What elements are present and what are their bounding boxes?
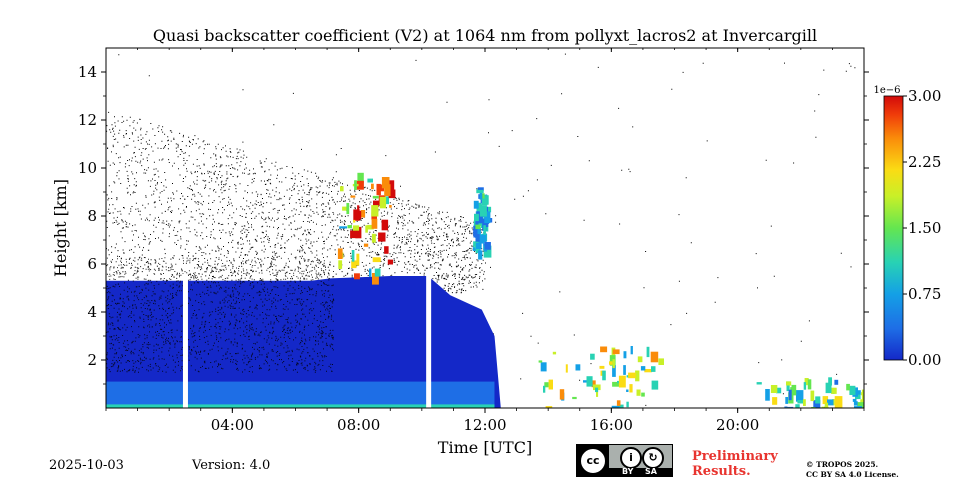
layer-surface-band	[106, 404, 495, 408]
colorbar-tick-label: 1.50	[908, 219, 941, 237]
footer-version: Version: 4.0	[192, 458, 271, 473]
x-tick-label: 20:00	[716, 416, 759, 434]
cloud-mid-cloud	[337, 172, 396, 285]
data-gap-0	[182, 273, 188, 408]
copyright-note: © TROPOS 2025. CC BY SA 4.0 License.	[806, 460, 899, 480]
copyright-line2: CC BY SA 4.0 License.	[806, 470, 899, 479]
sa-share-icon: ↻	[642, 447, 664, 469]
by-person-icon: i	[620, 447, 642, 469]
y-tick-label: 2	[87, 351, 97, 369]
y-tick-label: 10	[78, 159, 97, 177]
colorbar-tick-label: 0.00	[908, 351, 941, 369]
colorbar-tick-label: 2.25	[908, 153, 941, 171]
layer-boundary-aerosol	[106, 276, 501, 408]
y-axis-label: Height [km]	[51, 179, 70, 277]
x-tick-label: 12:00	[463, 416, 506, 434]
cloud-low-clouds-afternoon	[538, 346, 664, 408]
cc-logo-icon: cc	[577, 445, 609, 476]
x-tick-label: 04:00	[211, 416, 254, 434]
y-tick-label: 4	[87, 303, 97, 321]
colorbar-tick-label: 3.00	[908, 87, 941, 105]
copyright-line1: © TROPOS 2025.	[806, 460, 879, 469]
preliminary-note: Preliminary Results.	[692, 449, 778, 479]
x-tick-label: 08:00	[337, 416, 380, 434]
axes: 04:00 08:00 12:00 16:00 20:00 2 4 6 8 10 12 14	[78, 48, 869, 434]
preliminary-line2: Results.	[692, 464, 751, 479]
y-tick-label: 14	[78, 63, 97, 81]
badge-sa-text: SA	[645, 467, 657, 476]
x-axis-label: Time [UTC]	[438, 438, 532, 457]
y-tick-label: 12	[78, 111, 97, 129]
preliminary-line1: Preliminary	[692, 449, 778, 464]
plot-area	[106, 53, 864, 408]
x-tick-label: 16:00	[590, 416, 633, 434]
noise-in-layer	[106, 256, 335, 373]
badge-by-text: BY	[622, 467, 634, 476]
cc-license-badge: cc i ↻ BY SA	[576, 444, 673, 477]
y-tick-label: 6	[87, 255, 97, 273]
colorbar-ticks: 0.00 0.75 1.50 2.25 3.00	[903, 87, 941, 369]
y-tick-label: 8	[87, 207, 97, 225]
cloud-low-clouds-evening	[756, 377, 864, 408]
colorbar	[883, 95, 904, 361]
chart-title: Quasi backscatter coefficient (V2) at 10…	[153, 26, 817, 45]
cloud-cloud-1130	[472, 187, 493, 260]
colorbar-tick-label: 0.75	[908, 285, 941, 303]
colorbar-exponent: 1e−6	[873, 85, 900, 96]
data-gap-1	[426, 273, 432, 408]
layer-near-surface	[106, 381, 495, 408]
footer-date: 2025-10-03	[49, 458, 124, 473]
